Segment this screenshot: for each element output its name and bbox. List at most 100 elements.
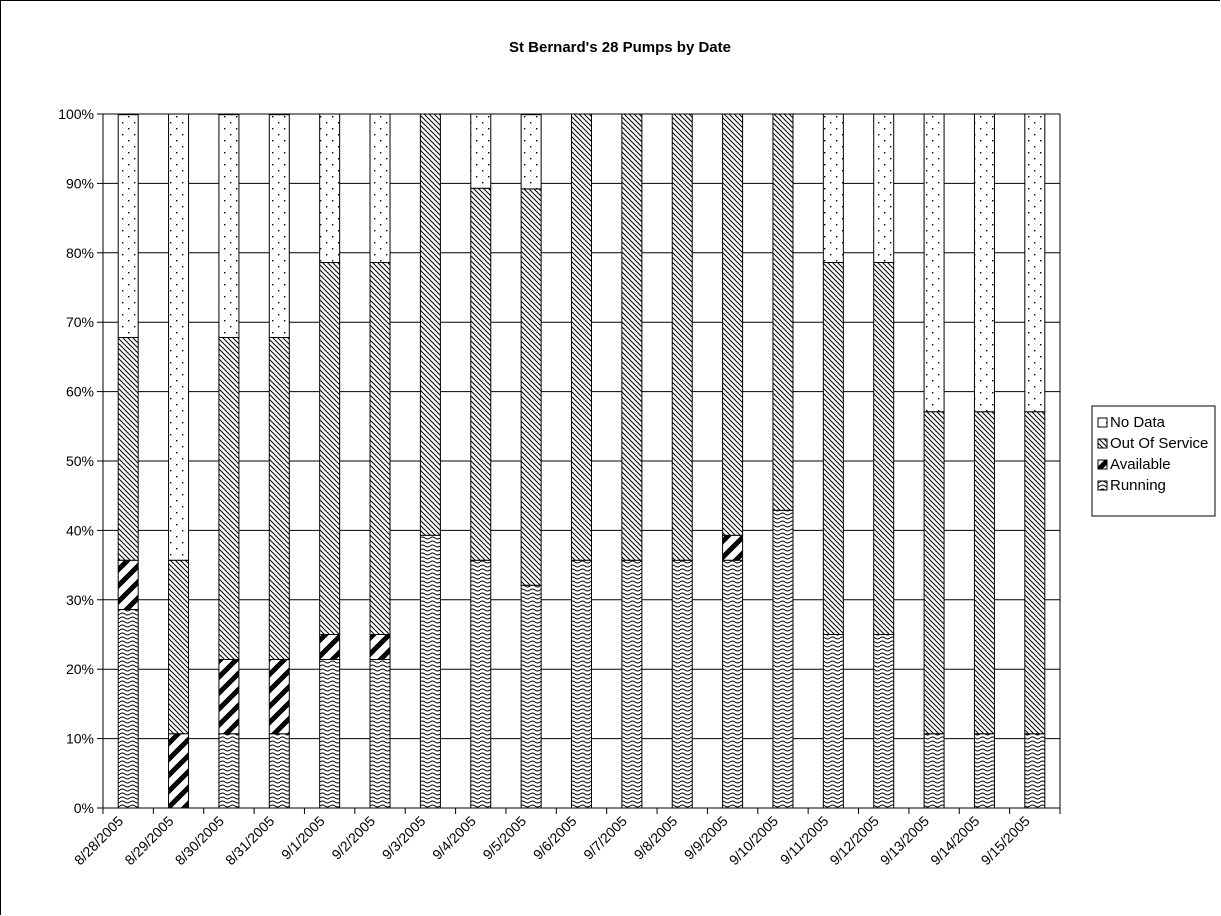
bar-segment-running (218, 733, 240, 809)
y-tick-label: 50% (66, 453, 94, 469)
bar-segment-no-data (822, 113, 844, 264)
bar-stack (923, 113, 945, 809)
bar-stack (772, 113, 794, 809)
legend-box (1091, 405, 1216, 517)
bar-segment-available (117, 559, 139, 611)
legend-label-running: Running (1110, 477, 1166, 494)
chart-title: St Bernard's 28 Pumps by Date (509, 39, 731, 56)
bar-segment-no-data (923, 113, 945, 413)
y-tick-label: 20% (66, 661, 94, 677)
bar-segment-running (319, 658, 341, 809)
bar-segment-out-of-service (470, 187, 492, 561)
bar-segment-no-data (319, 113, 341, 264)
x-tick-label: 8/30/2005 (172, 813, 228, 869)
bar-segment-out-of-service (218, 336, 240, 660)
bar-segment-running (369, 658, 391, 809)
bar-segment-no-data (470, 113, 492, 189)
bar-segment-running (117, 609, 139, 809)
bar-segment-running (571, 559, 592, 809)
x-tick-label: 9/3/2005 (379, 813, 429, 863)
bar-segment-no-data (873, 113, 895, 264)
bar-segment-running (268, 733, 290, 809)
bar-segment-running (470, 559, 492, 809)
bar-stack (621, 113, 643, 809)
y-tick-label: 80% (66, 245, 94, 261)
bar-segment-no-data (218, 114, 240, 338)
bar-segment-running (822, 634, 844, 809)
bar-segment-out-of-service (369, 262, 391, 635)
legend-label-available: Available (1110, 456, 1171, 473)
bar-segment-out-of-service (319, 262, 341, 635)
y-tick-label: 30% (66, 592, 94, 608)
bar-segment-running (923, 733, 945, 809)
y-tick-label: 60% (66, 384, 94, 400)
bar-segment-running (973, 733, 995, 809)
x-tick-label: 9/1/2005 (278, 813, 328, 863)
bar-segment-out-of-service (772, 113, 794, 511)
bar-segment-available (168, 733, 190, 809)
y-axis: 0% 10% 20% 30% 40% 50% 60% 70% 80% 90% 100% (58, 106, 103, 816)
bar-stack (218, 114, 240, 809)
y-tick-label: 0% (74, 800, 94, 816)
bar-segment-running (671, 559, 693, 809)
bar-segment-out-of-service (923, 411, 945, 735)
bar-segment-out-of-service (873, 262, 895, 635)
bar-segment-out-of-service (117, 336, 139, 561)
y-tick-label: 90% (66, 175, 94, 191)
legend-swatch-running (1097, 480, 1108, 491)
bar-segment-no-data (117, 114, 139, 338)
bar-segment-available (722, 534, 744, 561)
bar-segment-running (621, 559, 643, 809)
bar-segment-out-of-service (1024, 411, 1046, 735)
bar-stack (671, 113, 693, 809)
x-tick-label: 9/8/2005 (631, 813, 681, 863)
bar-segment-running (1024, 733, 1046, 809)
x-tick-label: 9/15/2005 (978, 813, 1034, 869)
legend-swatch-out-of-service (1097, 438, 1108, 449)
bar-stack (520, 114, 542, 809)
bar-segment-no-data (168, 113, 190, 561)
bar-segment-no-data (1024, 113, 1046, 413)
bar-segment-out-of-service (419, 113, 441, 536)
legend-label-out-of-service: Out Of Service (1110, 435, 1208, 452)
x-tick-label: 9/9/2005 (681, 813, 731, 863)
y-tick-label: 70% (66, 314, 94, 330)
bar-segment-running (520, 584, 542, 809)
bar-stack (419, 113, 441, 809)
bar-segment-out-of-service (722, 113, 744, 536)
bar-segment-available (218, 658, 240, 735)
bar-segment-out-of-service (168, 559, 190, 735)
axes (102, 114, 1061, 809)
bar-stack (168, 113, 190, 809)
legend-label-no-data: No Data (1110, 414, 1166, 431)
bar-segment-available (319, 634, 341, 660)
x-tick-label: 9/12/2005 (826, 813, 882, 869)
bar-segment-available (268, 658, 290, 735)
bar-stack (268, 114, 290, 809)
bar-segment-out-of-service (822, 262, 844, 635)
legend-swatch-available (1097, 459, 1108, 470)
bar-segment-no-data (520, 114, 542, 190)
x-tick-label: 9/4/2005 (429, 813, 479, 863)
bar-stack (117, 114, 139, 809)
bar-segment-out-of-service (571, 113, 592, 561)
x-tick-label: 9/5/2005 (479, 813, 529, 863)
x-tick-label: 8/29/2005 (121, 813, 177, 869)
bar-stack (973, 113, 995, 809)
bar-stack (822, 113, 844, 809)
x-tick-label: 9/14/2005 (927, 813, 983, 869)
y-tick-label: 100% (58, 106, 94, 122)
x-tick-label: 8/31/2005 (222, 813, 278, 869)
bar-segment-running (722, 559, 744, 809)
y-tick-label: 40% (66, 522, 94, 538)
bar-stack (470, 113, 492, 809)
bar-stack (319, 113, 341, 809)
bar-segment-out-of-service (621, 113, 643, 561)
bar-segment-no-data (268, 114, 290, 338)
bar-segment-out-of-service (268, 336, 290, 660)
x-tick-label: 8/28/2005 (71, 813, 127, 869)
x-tick-label: 9/10/2005 (726, 813, 782, 869)
bar-stack (369, 113, 391, 809)
